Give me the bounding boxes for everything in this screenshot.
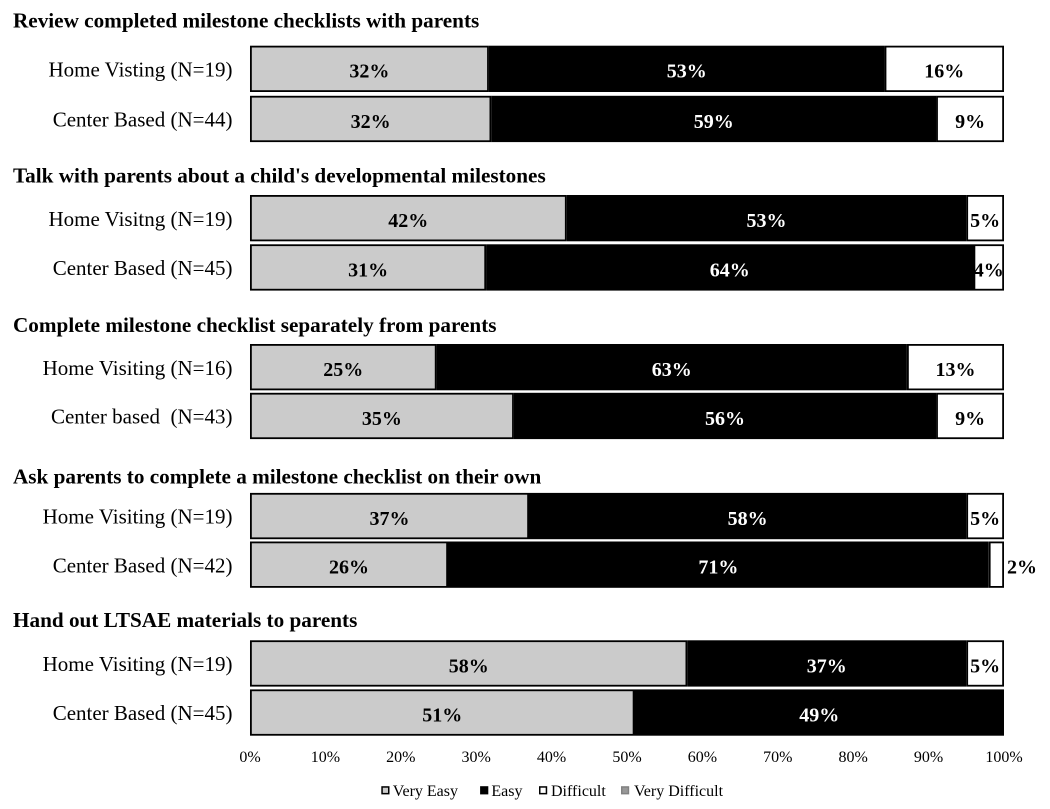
svg-text:Difficult: Difficult (551, 783, 606, 800)
svg-text:53%: 53% (747, 210, 787, 232)
svg-text:Talk with parents about a chil: Talk with parents about a child's develo… (13, 163, 546, 187)
svg-text:Ask parents to complete a mile: Ask parents to complete a milestone chec… (13, 464, 541, 488)
svg-text:Home Visting (N=19): Home Visting (N=19) (48, 58, 232, 82)
svg-text:9%: 9% (955, 111, 985, 133)
svg-text:0%: 0% (239, 749, 260, 766)
svg-text:30%: 30% (462, 749, 491, 766)
svg-text:32%: 32% (349, 61, 389, 83)
svg-text:25%: 25% (323, 359, 363, 381)
svg-text:42%: 42% (388, 210, 428, 232)
svg-text:60%: 60% (688, 749, 717, 766)
svg-text:59%: 59% (694, 111, 734, 133)
svg-text:40%: 40% (537, 749, 566, 766)
svg-text:Home Visitng (N=19): Home Visitng (N=19) (48, 207, 232, 231)
svg-text:4%: 4% (974, 259, 1004, 281)
svg-text:64%: 64% (710, 259, 750, 281)
svg-text:51%: 51% (422, 704, 462, 726)
svg-text:26%: 26% (329, 557, 369, 579)
svg-text:20%: 20% (386, 749, 415, 766)
svg-text:100%: 100% (985, 749, 1022, 766)
svg-text:71%: 71% (698, 557, 738, 579)
svg-text:56%: 56% (705, 408, 745, 430)
svg-text:Hand out LTSAE materials to pa: Hand out LTSAE materials to parents (13, 608, 357, 632)
svg-text:Center Based (N=42): Center Based (N=42) (53, 553, 233, 577)
svg-text:Review completed milestone che: Review completed milestone checklists wi… (13, 9, 479, 33)
svg-text:Easy: Easy (491, 783, 522, 800)
svg-text:90%: 90% (914, 749, 943, 766)
svg-text:Center Based (N=44): Center Based (N=44) (53, 108, 233, 132)
svg-text:53%: 53% (667, 61, 707, 83)
svg-text:37%: 37% (370, 508, 410, 530)
svg-text:13%: 13% (936, 359, 976, 381)
svg-text:Complete milestone checklist s: Complete milestone checklist separately … (13, 313, 497, 337)
svg-text:16%: 16% (924, 61, 964, 83)
svg-text:70%: 70% (763, 749, 792, 766)
svg-text:58%: 58% (449, 655, 489, 677)
svg-text:9%: 9% (955, 408, 985, 430)
svg-text:Very Difficult: Very Difficult (634, 783, 724, 800)
svg-text:2%: 2% (1007, 557, 1037, 579)
svg-text:Home Visiting (N=19): Home Visiting (N=19) (43, 652, 233, 676)
svg-text:80%: 80% (839, 749, 868, 766)
svg-text:31%: 31% (348, 259, 388, 281)
svg-text:37%: 37% (807, 655, 847, 677)
svg-text:Center Based (N=45): Center Based (N=45) (53, 256, 233, 280)
svg-text:49%: 49% (799, 704, 839, 726)
svg-text:Center Based (N=45): Center Based (N=45) (53, 701, 233, 725)
svg-text:32%: 32% (351, 111, 391, 133)
svg-text:5%: 5% (970, 210, 1000, 232)
svg-text:5%: 5% (970, 508, 1000, 530)
svg-text:58%: 58% (728, 508, 768, 530)
svg-text:Very Easy: Very Easy (393, 783, 458, 800)
svg-text:35%: 35% (362, 408, 402, 430)
svg-text:10%: 10% (311, 749, 340, 766)
svg-text:63%: 63% (652, 359, 692, 381)
svg-text:Home Visiting (N=16): Home Visiting (N=16) (43, 356, 233, 380)
svg-text:50%: 50% (612, 749, 641, 766)
svg-text:Center based (N=43): Center based (N=43) (51, 405, 233, 429)
svg-text:5%: 5% (970, 655, 1000, 677)
svg-text:Home Visiting (N=19): Home Visiting (N=19) (43, 505, 233, 529)
